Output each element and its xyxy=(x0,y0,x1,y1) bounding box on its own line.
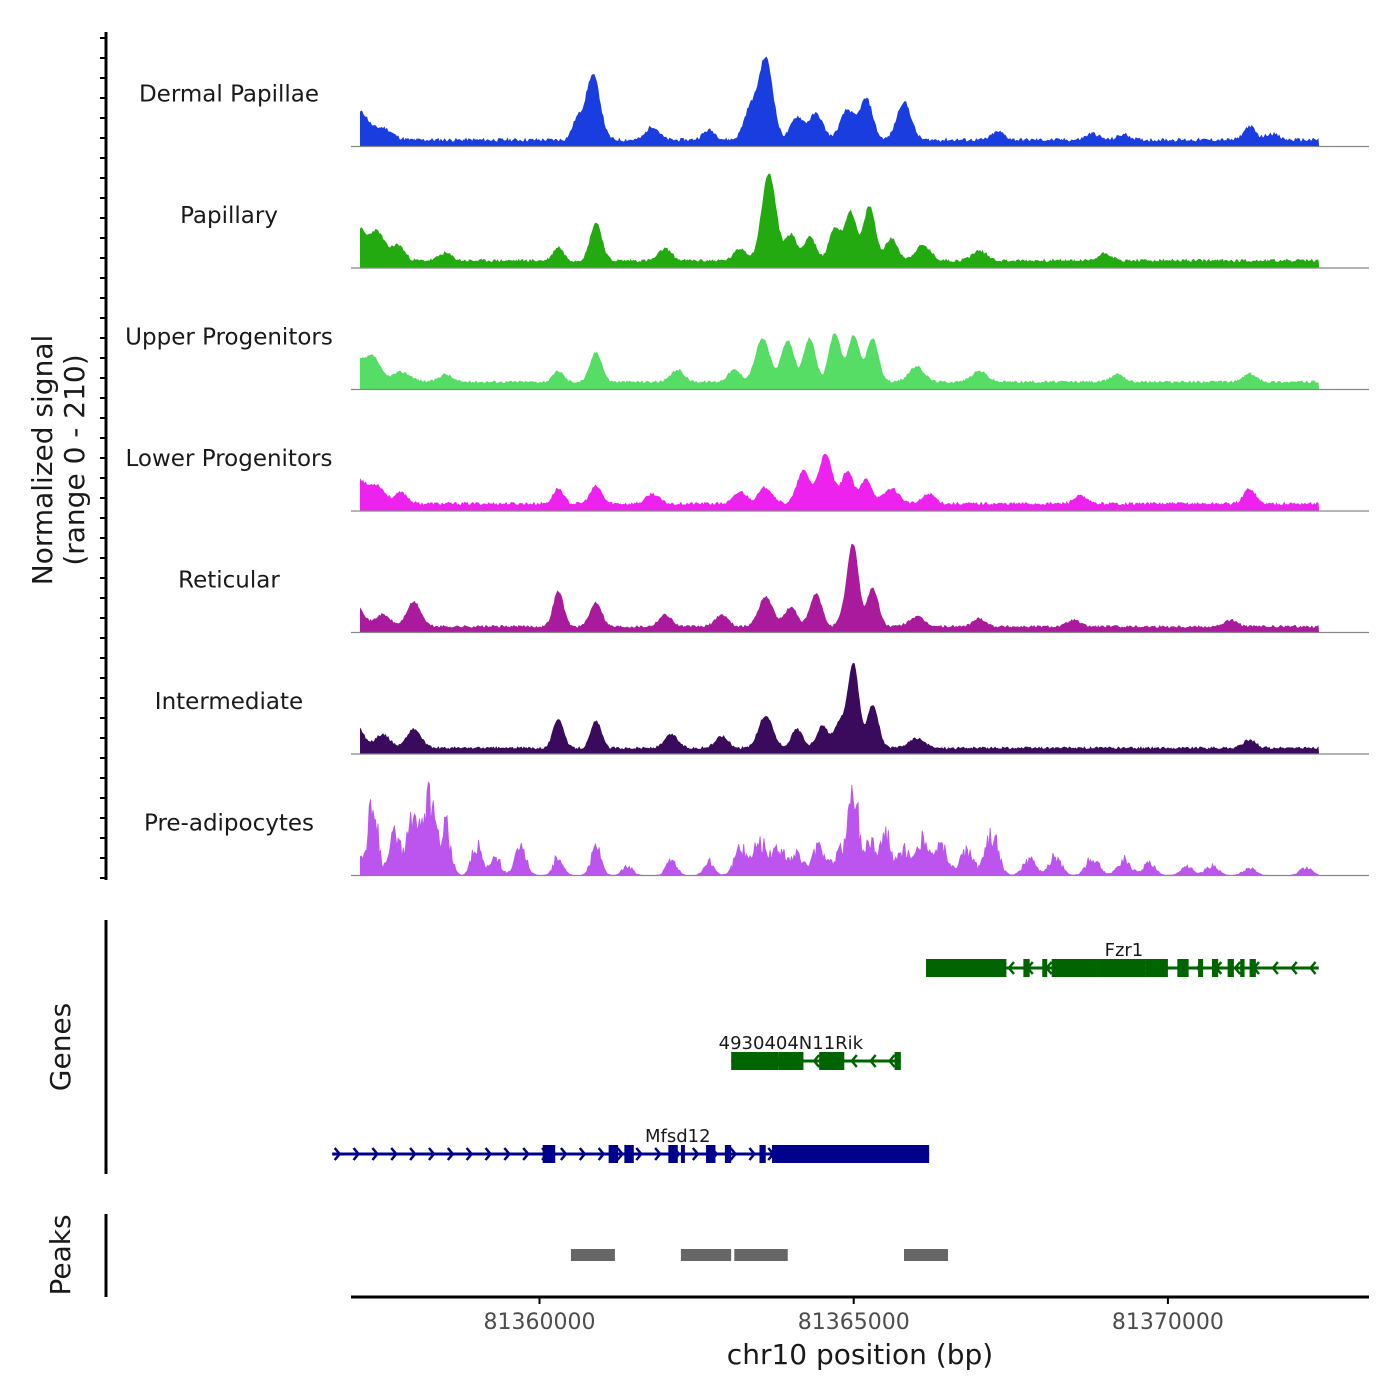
strand-arrow xyxy=(812,1054,821,1068)
coverage-ylabel-line2: (range 0 - 210) xyxy=(58,354,91,565)
strand-arrow xyxy=(1290,961,1298,975)
x-axis-ticks: 81360000 81365000 81370000 xyxy=(484,1297,1224,1335)
exon xyxy=(680,1145,685,1163)
track-label: Intermediate xyxy=(155,689,303,715)
strand-arrow xyxy=(446,1147,455,1161)
strand-arrow xyxy=(597,1147,606,1161)
track-label: Reticular xyxy=(178,568,280,594)
coverage-track: Papillary xyxy=(180,173,1369,269)
exon xyxy=(668,1145,678,1163)
strand-arrow xyxy=(427,1147,436,1161)
strand-arrow xyxy=(578,1147,587,1161)
exon xyxy=(608,1145,619,1163)
coverage-track: Reticular xyxy=(178,543,1369,634)
peaks-panel-label: Peaks xyxy=(44,1214,77,1295)
x-tick-label: 81360000 xyxy=(484,1310,596,1335)
x-tick-label: 81370000 xyxy=(1112,1310,1224,1335)
strand-arrow xyxy=(333,1147,342,1161)
exon xyxy=(1177,959,1189,977)
strand-arrow xyxy=(484,1147,493,1161)
coverage-track: Pre-adipocytes xyxy=(144,781,1369,877)
strand-arrow xyxy=(503,1147,511,1161)
signal-area xyxy=(359,173,1320,269)
strand-arrow xyxy=(465,1147,474,1161)
strand-arrow xyxy=(559,1147,568,1161)
exon xyxy=(759,1145,766,1163)
strand-arrow xyxy=(390,1147,398,1161)
strand-arrow xyxy=(635,1147,643,1161)
coverage-tracks: Dermal Papillae Papillary Upper Progenitor… xyxy=(125,56,1369,877)
coverage-track: Dermal Papillae xyxy=(139,56,1369,148)
exon xyxy=(1227,959,1234,977)
track-label: Pre-adipocytes xyxy=(144,811,314,837)
exon xyxy=(894,1052,901,1070)
exon xyxy=(1023,959,1030,977)
strand-arrow xyxy=(748,1147,757,1161)
track-label: Dermal Papillae xyxy=(139,82,319,108)
strand-arrow xyxy=(1308,961,1317,975)
track-label: Papillary xyxy=(180,203,278,229)
strand-arrow xyxy=(352,1147,361,1161)
exon xyxy=(724,1145,732,1163)
signal-area xyxy=(359,56,1320,147)
signal-area xyxy=(359,333,1320,390)
exon xyxy=(1211,959,1219,977)
track-label: Upper Progenitors xyxy=(125,325,333,351)
gene-model: Fzr1 xyxy=(925,940,1319,977)
strand-arrow xyxy=(1007,961,1015,975)
strand-arrow xyxy=(409,1147,417,1161)
gene-name: Mfsd12 xyxy=(645,1126,711,1147)
exon xyxy=(624,1145,634,1163)
signal-area xyxy=(359,453,1320,512)
gene-name: 4930404N11Rik xyxy=(719,1033,864,1054)
exon xyxy=(1198,959,1204,977)
strand-arrow xyxy=(616,1147,625,1161)
exon xyxy=(1051,959,1098,977)
coverage-track: Intermediate xyxy=(155,662,1369,755)
peak-region xyxy=(680,1249,732,1261)
strand-arrow xyxy=(522,1147,530,1161)
peak-regions xyxy=(570,1249,948,1261)
exon xyxy=(778,1052,804,1070)
signal-area xyxy=(359,543,1320,633)
x-tick-label: 81365000 xyxy=(798,1310,910,1335)
exon xyxy=(772,1145,930,1163)
exon xyxy=(1240,959,1245,977)
strand-arrow xyxy=(1271,961,1279,975)
exon xyxy=(542,1145,556,1163)
strand-arrow xyxy=(869,1054,877,1068)
exon xyxy=(819,1052,845,1070)
exon xyxy=(1097,959,1146,977)
coverage-track: Lower Progenitors xyxy=(126,446,1369,512)
strand-arrow xyxy=(691,1147,700,1161)
gene-model: Mfsd12 xyxy=(332,1126,930,1163)
coverage-track: Upper Progenitors xyxy=(125,325,1369,391)
exon xyxy=(731,1052,779,1070)
strand-arrow xyxy=(654,1147,662,1161)
genes-panel-label: Genes xyxy=(44,1003,77,1091)
track-label: Lower Progenitors xyxy=(126,446,333,472)
peak-region xyxy=(734,1249,788,1261)
gene-model: 4930404N11Rik xyxy=(719,1033,901,1070)
coverage-y-ticks xyxy=(100,37,106,879)
gene-tracks: Fzr1 4930404N11Rik Mfsd12 xyxy=(332,940,1319,1163)
gene-name: Fzr1 xyxy=(1105,940,1144,961)
strand-arrow xyxy=(729,1147,738,1161)
strand-arrow xyxy=(371,1147,380,1161)
strand-arrow xyxy=(887,1054,896,1068)
strand-arrow xyxy=(850,1054,858,1068)
strand-arrow xyxy=(1233,961,1242,975)
signal-area xyxy=(360,662,1320,755)
coverage-ylabel-line1: Normalized signal xyxy=(26,335,59,586)
exon xyxy=(925,959,1007,977)
peak-region xyxy=(903,1249,948,1261)
exon xyxy=(1249,959,1256,977)
exon xyxy=(706,1145,716,1163)
x-axis-title: chr10 position (bp) xyxy=(727,1338,993,1371)
signal-area xyxy=(359,781,1320,876)
exon xyxy=(1042,959,1048,977)
peak-region xyxy=(570,1249,615,1261)
exon xyxy=(1145,959,1168,977)
